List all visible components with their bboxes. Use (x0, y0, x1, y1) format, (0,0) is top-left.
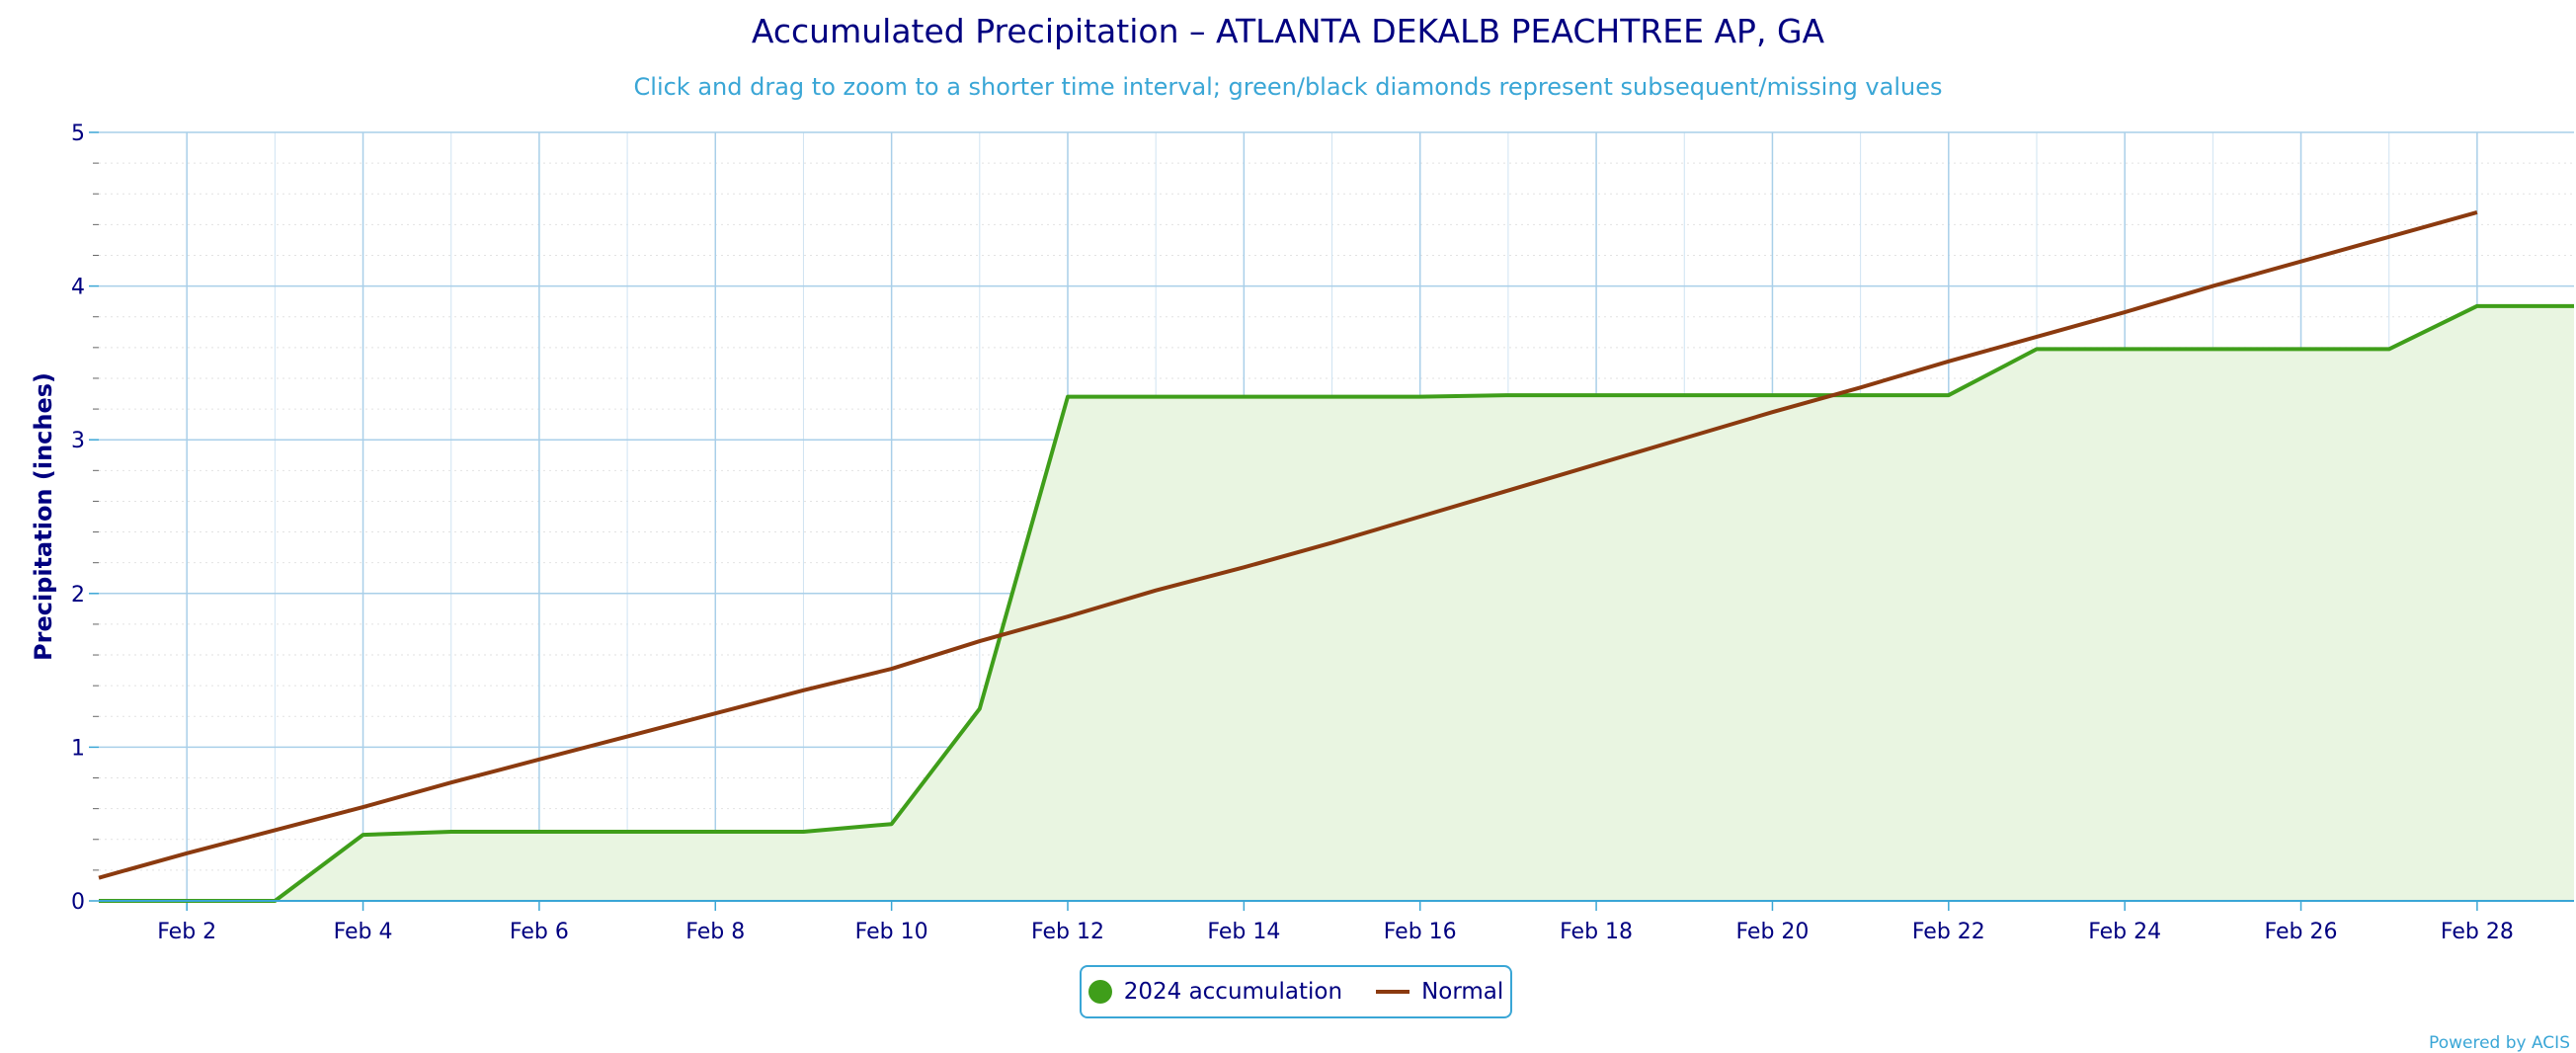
point-2024[interactable] (2563, 304, 2567, 308)
legend: 2024 accumulation Normal (1080, 965, 1512, 1018)
point-2024[interactable] (1682, 393, 1686, 397)
y-tick-label: 5 (71, 122, 85, 146)
chart-title: Accumulated Precipitation – ATLANTA DEKA… (751, 12, 1825, 50)
point-normal[interactable] (273, 828, 277, 832)
point-normal[interactable] (449, 780, 453, 784)
x-tick-label: Feb 10 (855, 920, 928, 944)
point-2024[interactable] (890, 822, 894, 826)
point-2024[interactable] (1154, 395, 1158, 399)
point-normal[interactable] (1859, 385, 1863, 389)
point-normal[interactable] (890, 667, 894, 671)
y-tick-label: 1 (71, 736, 85, 761)
point-2024[interactable] (1770, 393, 1774, 397)
point-2024[interactable] (1947, 393, 1951, 397)
point-normal[interactable] (1506, 489, 1510, 493)
point-normal[interactable] (1770, 410, 1774, 414)
point-normal[interactable] (1154, 589, 1158, 593)
point-normal[interactable] (1594, 462, 1598, 466)
point-normal[interactable] (713, 711, 717, 715)
y-tick-labels: 0 1 2 3 4 5 (71, 122, 85, 915)
series-area-fill (99, 305, 2574, 901)
point-2024[interactable] (2211, 347, 2214, 351)
x-tick-label: Feb 2 (157, 920, 216, 944)
x-tick-label: Feb 14 (1207, 920, 1280, 944)
point-2024[interactable] (2387, 347, 2391, 351)
point-normal[interactable] (1330, 540, 1334, 544)
point-2024[interactable] (1242, 395, 1246, 399)
x-tick-label: Feb 6 (510, 920, 569, 944)
point-2024[interactable] (1066, 395, 1070, 399)
point-2024[interactable] (1859, 393, 1863, 397)
series-lines-layer (97, 209, 2574, 903)
legend-label-2024: 2024 accumulation (1123, 979, 1343, 1005)
point-2024[interactable] (2475, 304, 2479, 308)
point-2024[interactable] (1330, 395, 1334, 399)
point-normal[interactable] (185, 851, 189, 855)
series-line-2024[interactable] (99, 303, 2574, 903)
legend-item-normal[interactable]: Normal (1376, 979, 1503, 1005)
point-2024[interactable] (1594, 393, 1598, 397)
y-tick-label: 4 (71, 276, 85, 300)
y-tick-label: 3 (71, 429, 85, 453)
x-tick-label: Feb 24 (2088, 920, 2161, 944)
point-2024[interactable] (449, 830, 453, 834)
y-tick-label: 0 (71, 890, 85, 915)
point-normal[interactable] (1947, 360, 1951, 364)
legend-label-normal: Normal (1421, 979, 1504, 1005)
x-tick-labels: Feb 2 Feb 4 Feb 6 Feb 8 Feb 10 Feb 12 Feb 14 Fe… (157, 920, 2514, 944)
point-normal[interactable] (2035, 335, 2039, 339)
legend-item-2024[interactable]: 2024 accumulation (1087, 979, 1343, 1005)
point-normal[interactable] (97, 876, 101, 880)
point-2024[interactable] (362, 833, 365, 837)
point-normal[interactable] (625, 735, 629, 739)
x-tick-label: Feb 8 (685, 920, 745, 944)
legend-line-icon (1376, 990, 1410, 994)
point-normal[interactable] (1242, 565, 1246, 569)
powered-by-credit[interactable]: Powered by ACIS (2429, 1033, 2570, 1053)
x-tick-label: Feb 26 (2265, 920, 2338, 944)
y-axis-label: Precipitation (inches) (30, 372, 57, 661)
chart-subtitle: Click and drag to zoom to a shorter time… (633, 73, 1943, 101)
point-2024[interactable] (978, 707, 982, 711)
point-normal[interactable] (2299, 260, 2303, 264)
point-normal[interactable] (2123, 310, 2127, 314)
point-normal[interactable] (801, 688, 805, 692)
point-2024[interactable] (2123, 347, 2127, 351)
point-2024[interactable] (2299, 347, 2303, 351)
x-tick-label: Feb 16 (1384, 920, 1457, 944)
point-2024[interactable] (625, 830, 629, 834)
point-normal[interactable] (537, 758, 541, 762)
point-normal[interactable] (978, 639, 982, 643)
x-tick-label: Feb 22 (1912, 920, 1985, 944)
point-normal[interactable] (2387, 235, 2391, 239)
point-2024[interactable] (1418, 395, 1422, 399)
point-2024[interactable] (713, 830, 717, 834)
point-normal[interactable] (2475, 210, 2479, 214)
point-2024[interactable] (1506, 393, 1510, 397)
point-normal[interactable] (2211, 284, 2214, 288)
point-normal[interactable] (1066, 614, 1070, 618)
series-line-normal[interactable] (98, 209, 2478, 880)
x-tick-label: Feb 28 (2441, 920, 2514, 944)
point-2024[interactable] (537, 830, 541, 834)
series-area-layer (99, 305, 2574, 901)
y-tick-label: 2 (71, 583, 85, 608)
point-2024[interactable] (801, 830, 805, 834)
x-tick-label: Feb 12 (1031, 920, 1104, 944)
point-normal[interactable] (1682, 437, 1686, 441)
point-normal[interactable] (1418, 515, 1422, 519)
x-tick-label: Feb 20 (1735, 920, 1809, 944)
point-2024[interactable] (2035, 347, 2039, 351)
point-normal[interactable] (362, 805, 365, 809)
legend-circle-icon (1087, 980, 1112, 1004)
x-tick-label: Feb 4 (334, 920, 393, 944)
x-tick-label: Feb 18 (1560, 920, 1633, 944)
